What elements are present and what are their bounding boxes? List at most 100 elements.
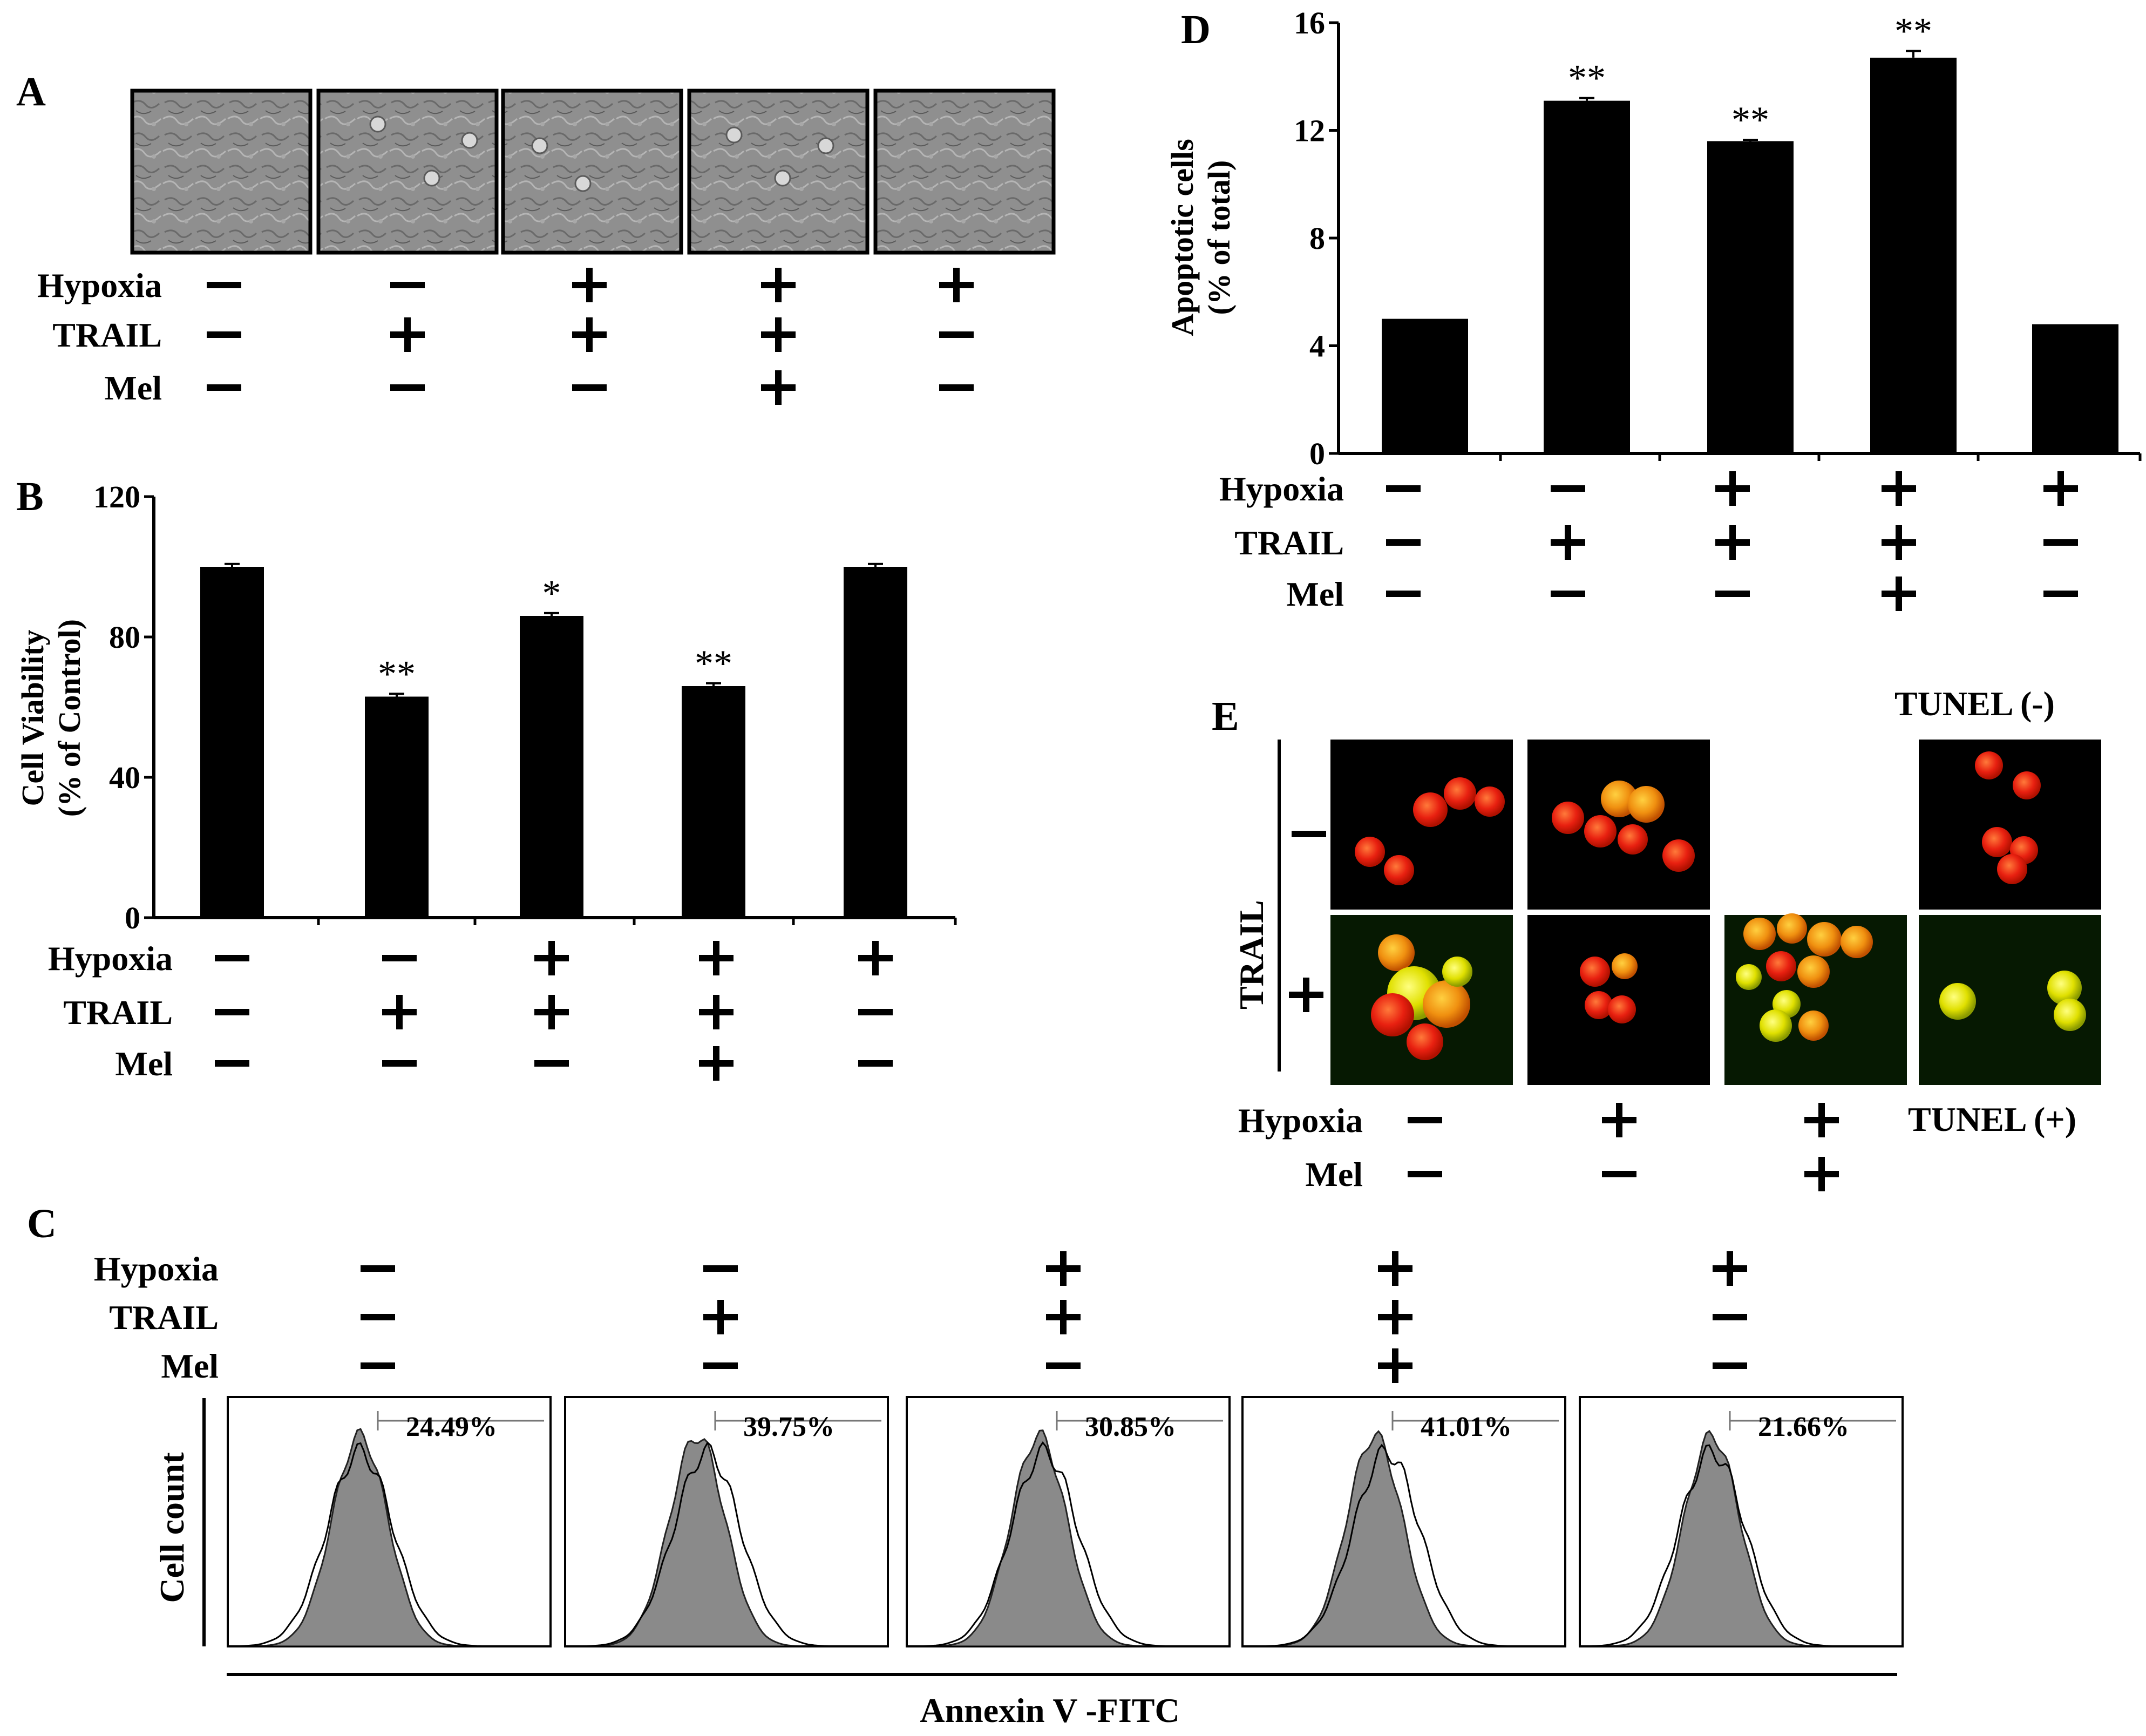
e-sign-0-0-h — [1408, 1117, 1442, 1123]
c-sign-1-0 — [361, 1314, 395, 1320]
d-sign-0-4-v — [2057, 471, 2064, 506]
tile-ctrl-pos-cell-3 — [1423, 980, 1470, 1028]
rounded-cell-2-0 — [369, 116, 386, 133]
b-sign-1-1 — [382, 995, 417, 1029]
panel-label-a: A — [16, 69, 46, 114]
tile-hyp-pos-cell-3 — [1608, 995, 1636, 1023]
b-sign-0-4-v — [872, 941, 879, 975]
b-sign-1-2-v — [548, 995, 555, 1029]
y-tick-label-2: 80 — [109, 620, 140, 655]
tile-tunel-neg-cell-4 — [1997, 854, 2027, 884]
micrograph-2 — [316, 89, 499, 255]
panel-label-e: E — [1212, 694, 1239, 739]
b-sign-1-0-h — [215, 1009, 249, 1015]
rounded-cell-2-2 — [461, 132, 478, 149]
e-sign-0-2-v — [1818, 1103, 1825, 1137]
c-sign-1-4-h — [1713, 1314, 1747, 1320]
a-sign-2-1 — [390, 384, 425, 391]
gate-percentage-5: 21.66% — [1758, 1412, 1849, 1442]
a-row-label-1: TRAIL — [52, 316, 162, 354]
tile-ctrl-neg — [1330, 740, 1513, 910]
a-sign-2-3-v — [775, 370, 782, 405]
tile-ctrl-neg-cell-2 — [1413, 792, 1448, 827]
d-sign-1-0-h — [1386, 539, 1421, 546]
tile-hyp-pos-cell-2 — [1585, 991, 1613, 1019]
a-sign-2-4 — [939, 384, 974, 391]
panel-a-micrographs — [130, 89, 1056, 255]
histogram-treated-5 — [1579, 1444, 1903, 1647]
b-sign-1-0 — [215, 1009, 249, 1015]
bar-1 — [1382, 318, 1468, 453]
y-tick-label-3: 120 — [93, 479, 140, 514]
d-sign-0-1 — [1551, 485, 1585, 492]
d-sign-1-2-v — [1729, 525, 1736, 560]
b-sign-2-1 — [382, 1060, 417, 1067]
gate-percentage-3: 30.85% — [1085, 1412, 1176, 1442]
d-sign-0-0-h — [1386, 485, 1421, 492]
tile-ctrl-neg-cell-4 — [1475, 786, 1505, 817]
panel-a-conditions: Hypoxia TRAIL Mel — [37, 266, 974, 407]
e-row-sign-1-v — [1303, 978, 1309, 1012]
d-sign-0-0 — [1386, 485, 1421, 492]
a-sign-2-2-h — [572, 384, 607, 391]
histogram-5: 21.66% — [1579, 1396, 1904, 1647]
a-sign-2-0 — [207, 384, 241, 391]
gate-percentage-1: 24.49% — [406, 1412, 497, 1442]
tile-hyp-mel-pos-cell-2 — [1807, 922, 1842, 957]
d-sign-1-4-h — [2043, 539, 2078, 546]
a-sign-1-2-v — [586, 317, 593, 352]
tile-hyp-mel-pos — [1724, 913, 1907, 1085]
tile-tunel-pos-cell-2 — [2054, 999, 2086, 1031]
b-row-label-1: TRAIL — [63, 993, 173, 1032]
a-sign-2-0-h — [207, 384, 241, 391]
d-sign-0-3-v — [1896, 471, 1902, 506]
tile-ctrl-pos-cell-0 — [1378, 934, 1415, 971]
significance-2: ** — [1568, 58, 1606, 99]
c-sign-1-1-v — [717, 1300, 724, 1334]
c-sign-1-2 — [1046, 1300, 1081, 1334]
d-sign-1-0 — [1386, 539, 1421, 546]
e-row-sign-0-h — [1292, 831, 1326, 837]
bar-4 — [682, 686, 745, 918]
tile-hyp-mel-pos-cell-4 — [1766, 951, 1796, 981]
c-sign-0-0-h — [361, 1265, 395, 1272]
d-sign-1-1 — [1551, 525, 1585, 560]
d-sign-1-3-v — [1896, 525, 1902, 560]
b-sign-2-2-h — [534, 1060, 569, 1067]
c-sign-2-4-h — [1713, 1362, 1747, 1369]
panel-e-conditions: Hypoxia Mel — [1238, 1101, 1839, 1194]
a-sign-2-3 — [761, 370, 796, 405]
a-sign-1-3 — [761, 317, 796, 352]
panel-label-d: D — [1181, 7, 1211, 52]
d-row-label-2: Mel — [1286, 575, 1344, 613]
tile-hyp-neg — [1527, 740, 1710, 910]
e-sign-1-2 — [1804, 1157, 1839, 1191]
tile-hyp-mel-pos-cell-1 — [1777, 913, 1807, 944]
d-sign-1-2 — [1715, 525, 1750, 560]
tile-tunel-pos-cell-0 — [1939, 983, 1976, 1020]
c-sign-2-1 — [703, 1362, 738, 1369]
b-sign-2-0-h — [215, 1060, 249, 1067]
c-sign-1-1 — [703, 1300, 738, 1334]
tile-hyp-mel-pos-cell-3 — [1841, 926, 1873, 958]
e-row-sign-1 — [1289, 978, 1323, 1012]
c-sign-0-3 — [1378, 1251, 1412, 1286]
d-sign-1-3 — [1882, 525, 1916, 560]
y-axis-label-line-2: (% of total) — [1201, 160, 1237, 315]
tunel-neg-label: TUNEL (-) — [1894, 684, 2055, 723]
micrograph-5 — [873, 89, 1056, 255]
rounded-cell-4-1 — [774, 169, 791, 187]
e-sign-1-2-v — [1818, 1157, 1825, 1191]
a-sign-0-2-v — [586, 268, 593, 302]
tile-ctrl-pos-cell-4 — [1407, 1023, 1443, 1060]
c-sign-0-1 — [703, 1265, 738, 1272]
significance-3: * — [542, 573, 561, 614]
bar-3 — [1707, 141, 1794, 453]
y-axis-label-line-2: (% of Control) — [52, 619, 87, 817]
tile-ctrl-pos-cell-2 — [1371, 993, 1414, 1036]
gate-percentage-4: 41.01% — [1421, 1412, 1512, 1442]
a-sign-1-4 — [939, 331, 974, 338]
a-sign-1-4-h — [939, 331, 974, 338]
tile-hyp-neg-cell-1 — [1584, 815, 1617, 847]
d-sign-2-2 — [1715, 591, 1750, 597]
